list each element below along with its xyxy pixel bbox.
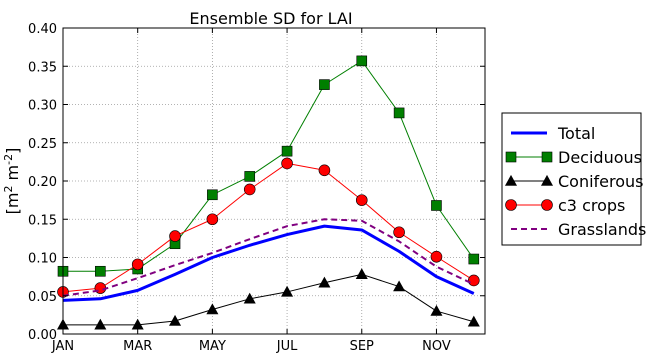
legend-box (501, 112, 642, 246)
legend-item: Total (511, 124, 595, 143)
data-point-triangle (355, 268, 368, 280)
series-line (62, 224, 475, 302)
data-point-circle (206, 213, 219, 226)
legend-label: Coniferous (558, 172, 644, 191)
y-tick-label: 0.20 (28, 175, 57, 190)
data-point-circle (169, 230, 181, 242)
data-point-circle (467, 274, 480, 287)
legend-item: Coniferous (504, 172, 644, 191)
legend-item: Deciduous (505, 148, 642, 167)
data-point-square (431, 200, 442, 211)
y-tick-label: 0.10 (28, 252, 57, 267)
legend-label: Total (557, 124, 595, 143)
data-point-triangle (281, 285, 294, 297)
legend-label: Deciduous (558, 148, 642, 167)
series-layer (56, 55, 480, 330)
series-grasslands (62, 218, 475, 297)
data-point-triangle (540, 174, 554, 186)
data-point-triangle (169, 314, 182, 326)
x-tick-label: MAR (123, 339, 152, 353)
legend-label: Grasslands (558, 220, 646, 239)
series-coniferous (56, 268, 480, 330)
y-tick-label: 0.25 (28, 137, 57, 152)
x-tick-label: MAY (199, 339, 226, 353)
legend-item: Grasslands (511, 220, 646, 239)
y-axis-label-mid: m (3, 165, 22, 186)
data-point-triangle (467, 315, 480, 327)
data-point-square (393, 107, 405, 119)
data-point-circle (355, 194, 368, 206)
data-point-square (356, 55, 368, 67)
y-axis-label-close: ] (3, 148, 22, 154)
x-tick-label: NOV (422, 339, 451, 353)
y-axis-label-exp1: 2 (2, 186, 15, 193)
data-point-square (95, 265, 106, 277)
x-tick-label: JAN (51, 339, 74, 353)
data-point-triangle (393, 280, 406, 292)
legend-item: c3 crops (505, 196, 625, 215)
data-point-triangle (206, 303, 219, 315)
axis-ticks: 0.00 0.05 0.10 0.15 0.20 0.25 0.30 0.35 0.40 JAN M… (28, 22, 485, 354)
data-point-circle (318, 164, 331, 177)
x-tick-label: JUL (276, 339, 298, 353)
data-point-triangle (318, 276, 331, 288)
data-point-square (207, 189, 218, 201)
series-c3-crops (57, 157, 480, 298)
data-point-circle (243, 183, 256, 196)
data-point-triangle (430, 304, 443, 316)
y-axis-label: [m2 m-2] (2, 148, 22, 215)
series-line (62, 162, 475, 293)
y-tick-label: 0.30 (28, 99, 57, 114)
y-tick-label: 0.35 (28, 60, 57, 75)
data-point-circle (131, 258, 144, 271)
series-line (62, 218, 475, 297)
series-line (63, 273, 474, 326)
y-tick-label: 0.00 (28, 328, 57, 343)
y-tick-label: 0.05 (28, 290, 57, 305)
series-line (63, 60, 475, 272)
y-tick-label: 0.15 (28, 213, 57, 228)
data-point-square (281, 145, 293, 157)
legend: Total Deciduous Coniferous c3 crops Grasslan… (501, 112, 646, 246)
series-deciduous (57, 55, 480, 277)
y-tick-label: 0.40 (28, 22, 57, 37)
data-point-triangle (504, 174, 518, 186)
y-axis-label-exp2: -2 (2, 154, 15, 165)
data-point-circle (430, 250, 443, 263)
data-point-circle (541, 199, 553, 211)
data-point-square (541, 151, 553, 163)
data-point-square (244, 171, 256, 182)
data-point-square (505, 151, 517, 163)
data-point-circle (281, 157, 293, 170)
x-tick-label: SEP (350, 339, 374, 353)
grid-lines (63, 28, 485, 334)
data-point-triangle (94, 318, 107, 330)
series-total (62, 224, 475, 302)
legend-label: c3 crops (558, 196, 625, 215)
y-axis-label-open: [m (3, 193, 22, 215)
data-point-square (319, 79, 330, 90)
data-point-square (468, 253, 480, 265)
data-point-triangle (243, 292, 256, 304)
data-point-circle (393, 226, 405, 239)
chart-title: Ensemble SD for LAI (189, 9, 352, 28)
data-point-circle (505, 199, 517, 211)
